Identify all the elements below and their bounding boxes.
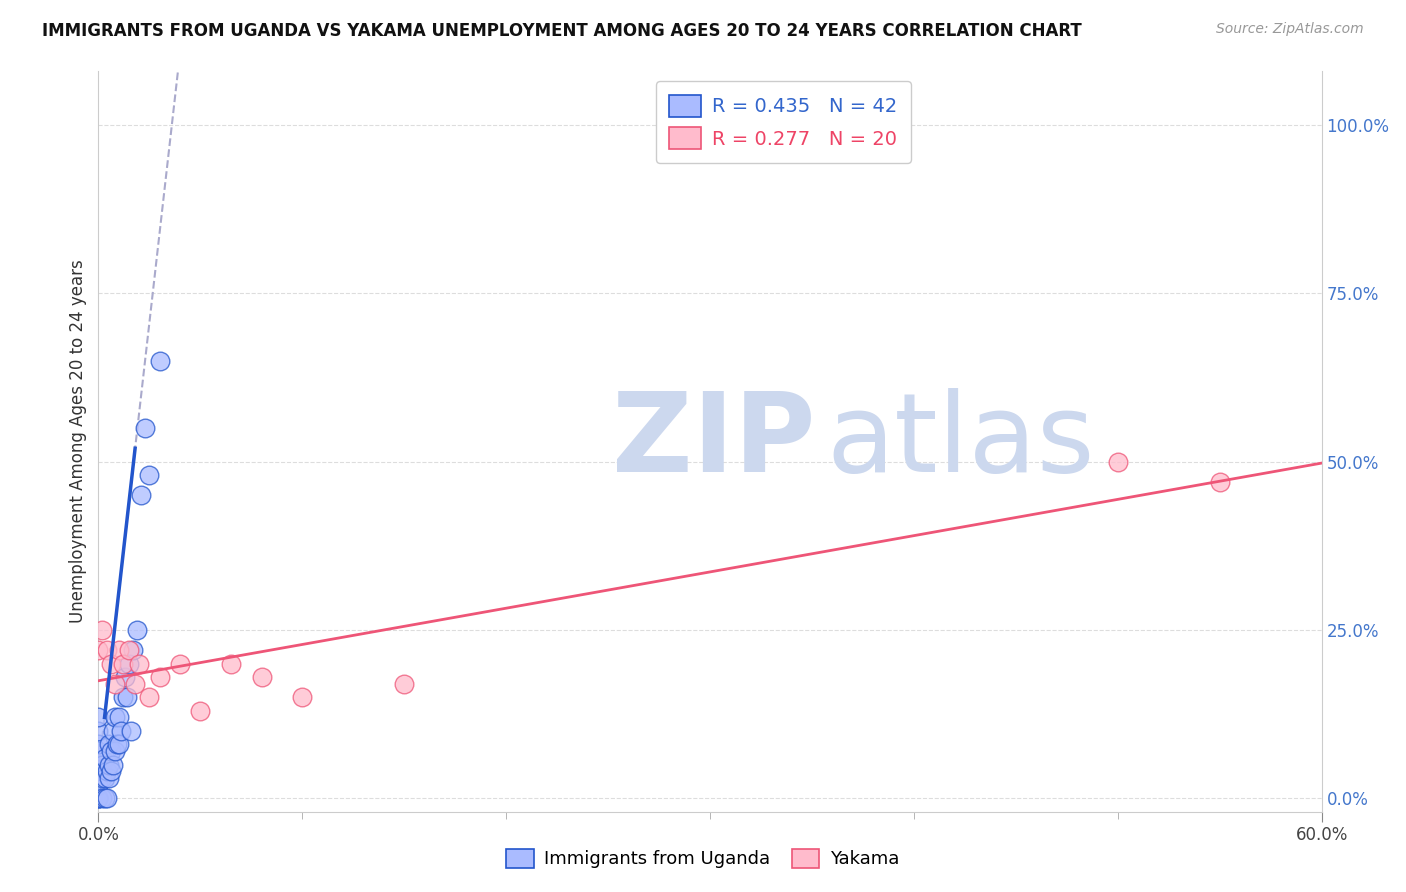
Point <box>97 738 120 752</box>
Point <box>101 757 124 772</box>
Point <box>250 670 273 684</box>
Point <box>114 670 136 684</box>
Point <box>87 791 110 805</box>
Point <box>87 723 110 738</box>
Legend: Immigrants from Uganda, Yakama: Immigrants from Uganda, Yakama <box>499 841 907 876</box>
Point <box>87 791 110 805</box>
Point <box>100 657 122 671</box>
Point <box>122 643 145 657</box>
Point <box>87 744 110 758</box>
Point <box>134 421 156 435</box>
Point <box>87 738 110 752</box>
Text: IMMIGRANTS FROM UGANDA VS YAKAMA UNEMPLOYMENT AMONG AGES 20 TO 24 YEARS CORRELAT: IMMIGRANTS FROM UGANDA VS YAKAMA UNEMPLO… <box>42 22 1083 40</box>
Text: ZIP: ZIP <box>612 388 815 495</box>
Point <box>115 690 138 705</box>
Point <box>87 710 110 724</box>
Point <box>96 791 118 805</box>
Point <box>87 643 110 657</box>
Point <box>188 704 212 718</box>
Point <box>1107 455 1129 469</box>
Point <box>291 690 314 705</box>
Point <box>104 744 127 758</box>
Point <box>96 643 118 657</box>
Point <box>91 623 114 637</box>
Point <box>104 677 127 691</box>
Legend: R = 0.435   N = 42, R = 0.277   N = 20: R = 0.435 N = 42, R = 0.277 N = 20 <box>655 81 911 163</box>
Point <box>108 738 131 752</box>
Text: Source: ZipAtlas.com: Source: ZipAtlas.com <box>1216 22 1364 37</box>
Point <box>127 623 149 637</box>
Point <box>91 771 114 785</box>
Point <box>87 757 110 772</box>
Point <box>1209 475 1232 489</box>
Point <box>100 744 122 758</box>
Point <box>87 778 110 792</box>
Point <box>118 643 141 657</box>
Point <box>91 757 114 772</box>
Point <box>101 723 124 738</box>
Point <box>149 353 172 368</box>
Point <box>108 643 131 657</box>
Point <box>97 757 120 772</box>
Point <box>128 657 150 671</box>
Point <box>110 723 132 738</box>
Point <box>149 670 172 684</box>
Point <box>120 723 142 738</box>
Point <box>93 791 115 805</box>
Point <box>219 657 242 671</box>
Point <box>87 764 110 779</box>
Point <box>124 677 146 691</box>
Text: atlas: atlas <box>827 388 1095 495</box>
Point <box>169 657 191 671</box>
Point <box>138 690 160 705</box>
Point <box>129 488 152 502</box>
Point <box>392 677 416 691</box>
Point <box>111 690 134 705</box>
Point <box>96 764 118 779</box>
Point <box>100 764 122 779</box>
Point <box>93 751 115 765</box>
Point <box>93 771 115 785</box>
Point <box>108 710 131 724</box>
Point <box>111 657 134 671</box>
Point <box>97 771 120 785</box>
Point <box>87 791 110 805</box>
Point <box>91 791 114 805</box>
Point <box>105 738 128 752</box>
Point <box>104 710 127 724</box>
Point <box>118 657 141 671</box>
Y-axis label: Unemployment Among Ages 20 to 24 years: Unemployment Among Ages 20 to 24 years <box>69 260 87 624</box>
Point <box>138 468 160 483</box>
